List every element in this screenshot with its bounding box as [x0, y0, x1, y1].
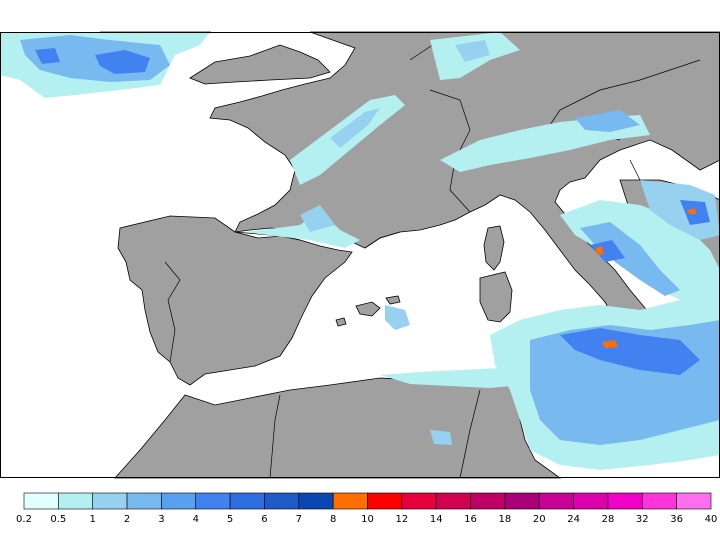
legend-tick-label: 20 [533, 514, 546, 525]
legend-swatch [676, 492, 712, 510]
legend-tick-label: 0.5 [50, 514, 66, 525]
legend-swatch [607, 492, 643, 510]
legend-swatch [367, 492, 403, 510]
legend-swatch [161, 492, 197, 510]
menorca [385, 295, 401, 305]
mallorca [355, 301, 381, 317]
legend-tick-label: 12 [395, 514, 408, 525]
legend-swatch [470, 492, 506, 510]
legend-swatch [58, 492, 93, 510]
legend-swatch [435, 492, 471, 510]
legend-tick-label: 3 [158, 514, 164, 525]
legend-swatch [538, 492, 574, 510]
legend-tick-label: 40 [705, 514, 718, 525]
legend-swatch [573, 492, 609, 510]
legend-tick-label: 16 [464, 514, 477, 525]
legend-tick-label: 7 [296, 514, 302, 525]
legend-tick-label: 6 [261, 514, 267, 525]
sardinia [479, 271, 513, 323]
britain-south [189, 44, 331, 85]
heavy-rain-cell [596, 246, 604, 255]
legend-tick-label: 14 [430, 514, 443, 525]
legend-tick-label: 1 [90, 514, 96, 525]
legend-swatch [332, 492, 368, 510]
continental-europe [209, 31, 720, 336]
legend-swatch [298, 492, 334, 510]
legend-tick-label: 8 [330, 514, 336, 525]
ibiza [335, 317, 347, 327]
legend-tick-label: 28 [602, 514, 615, 525]
legend-swatch [126, 492, 162, 510]
legend-tick-label: 5 [227, 514, 233, 525]
legend-labels: 0.2 0.5 1 2 3 4 5 6 7 8 10 12 14 16 18 20 24 28 32 36 40 [16, 514, 717, 525]
legend-tick-label: 32 [636, 514, 649, 525]
legend-tick-label: 4 [193, 514, 199, 525]
legend-swatch [92, 492, 128, 510]
legend-swatch [23, 492, 59, 510]
legend-swatch [401, 492, 437, 510]
legend-tick-label: 24 [567, 514, 580, 525]
corsica [483, 225, 505, 271]
legend-swatch [641, 492, 677, 510]
legend-tick-label: 36 [670, 514, 683, 525]
legend-swatches [23, 492, 712, 510]
legend-tick-label: 18 [499, 514, 512, 525]
legend-tick-label: 10 [361, 514, 374, 525]
legend-tick-label: 2 [124, 514, 130, 525]
legend-swatch [264, 492, 300, 510]
legend-swatch [195, 492, 231, 510]
legend-tick-label: 0.2 [16, 514, 32, 525]
precipitation-overlay [0, 32, 720, 470]
legend-swatch [504, 492, 540, 510]
legend-swatch [229, 492, 265, 510]
